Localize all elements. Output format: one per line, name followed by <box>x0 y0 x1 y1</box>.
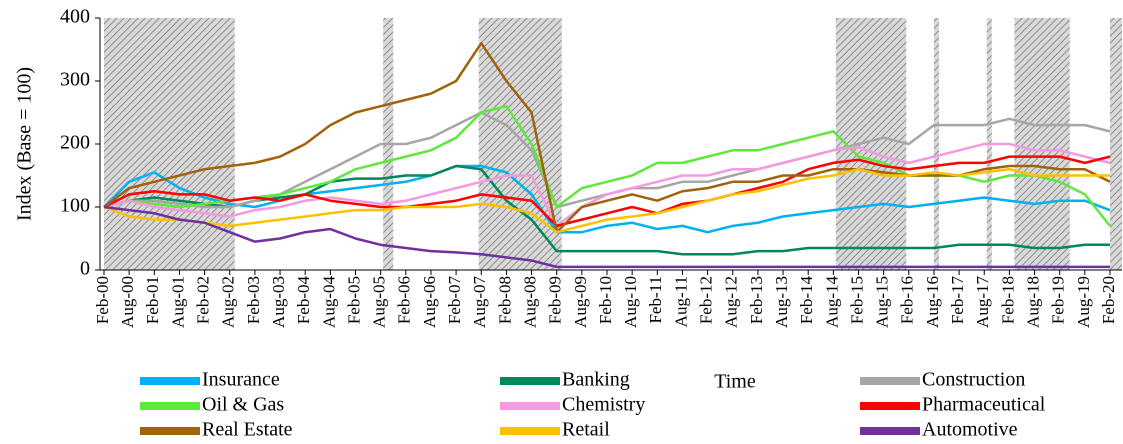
shaded-period <box>1110 18 1122 270</box>
x-tick-label: Aug-05 <box>370 276 389 328</box>
x-tick-label: Feb-02 <box>194 276 213 324</box>
series-line <box>103 111 1111 209</box>
x-tick-label: Aug-16 <box>923 276 942 328</box>
x-tick-label: Aug-11 <box>671 276 690 327</box>
shaded-period <box>1014 18 1070 270</box>
x-tick-label: Aug-15 <box>873 276 892 328</box>
legend-label: Automotive <box>922 419 1018 441</box>
y-tick-label: 400 <box>60 6 90 28</box>
x-tick-label: Aug-02 <box>219 276 238 328</box>
x-tick-label: Feb-01 <box>143 276 162 324</box>
y-tick-label: 300 <box>60 69 90 91</box>
legend-label: Banking <box>562 369 630 391</box>
x-tick-label: Aug-01 <box>168 276 187 328</box>
x-tick-label: Feb-03 <box>244 276 263 324</box>
legend-label: Pharmaceutical <box>922 394 1046 416</box>
x-tick-label: Feb-08 <box>495 276 514 324</box>
x-tick-label: Aug-19 <box>1074 276 1093 328</box>
shaded-period <box>478 18 562 270</box>
x-tick-label: Feb-09 <box>546 276 565 324</box>
x-tick-label: Aug-17 <box>973 276 992 328</box>
x-tick-label: Feb-20 <box>1099 276 1118 324</box>
x-tick-label: Feb-11 <box>646 276 665 324</box>
x-tick-label: Feb-06 <box>395 276 414 324</box>
legend-label: Real Estate <box>202 419 293 441</box>
series-line <box>103 155 1111 228</box>
x-tick-label: Feb-16 <box>898 276 917 324</box>
shaded-period <box>933 18 939 270</box>
legend-label: Construction <box>922 369 1025 391</box>
x-axis-label: Time <box>714 371 756 393</box>
x-tick-label: Feb-17 <box>948 276 967 325</box>
y-tick-label: 100 <box>60 195 90 217</box>
x-tick-label: Feb-18 <box>998 276 1017 324</box>
x-tick-label: Aug-18 <box>1023 276 1042 328</box>
legend-label: Chemistry <box>562 394 645 416</box>
x-tick-label: Feb-15 <box>847 276 866 324</box>
legend-label: Retail <box>562 419 610 441</box>
x-tick-label: Feb-12 <box>697 276 716 324</box>
x-tick-label: Feb-10 <box>596 276 615 324</box>
x-tick-label: Aug-08 <box>520 276 539 328</box>
x-tick-label: Feb-07 <box>445 276 464 325</box>
x-tick-label: Aug-06 <box>420 276 439 328</box>
legend-label: Oil & Gas <box>202 394 284 416</box>
x-tick-label: Aug-10 <box>621 276 640 328</box>
series-line <box>103 164 1111 234</box>
x-tick-label: Feb-00 <box>93 276 112 324</box>
y-tick-label: 0 <box>80 258 90 280</box>
x-tick-label: Feb-05 <box>344 276 363 324</box>
x-tick-label: Aug-12 <box>722 276 741 328</box>
x-tick-label: Feb-04 <box>294 276 313 325</box>
x-tick-label: Aug-03 <box>269 276 288 328</box>
shaded-period <box>104 18 235 270</box>
x-tick-label: Feb-14 <box>797 276 816 325</box>
x-tick-label: Aug-09 <box>571 276 590 328</box>
x-tick-label: Aug-00 <box>118 276 137 328</box>
x-tick-label: Aug-14 <box>822 276 841 328</box>
series-line <box>103 41 1111 234</box>
x-tick-label: Feb-19 <box>1049 276 1068 324</box>
series-line <box>103 142 1111 228</box>
x-tick-label: Feb-13 <box>747 276 766 324</box>
x-tick-label: Aug-07 <box>470 276 489 328</box>
legend-label: Insurance <box>202 369 280 391</box>
y-axis-label: Index (Base = 100) <box>14 67 36 221</box>
x-tick-label: Aug-04 <box>319 276 338 328</box>
series-line <box>103 205 1110 269</box>
y-tick-label: 200 <box>60 132 90 154</box>
x-tick-label: Aug-13 <box>772 276 791 328</box>
series-line <box>103 167 1110 234</box>
